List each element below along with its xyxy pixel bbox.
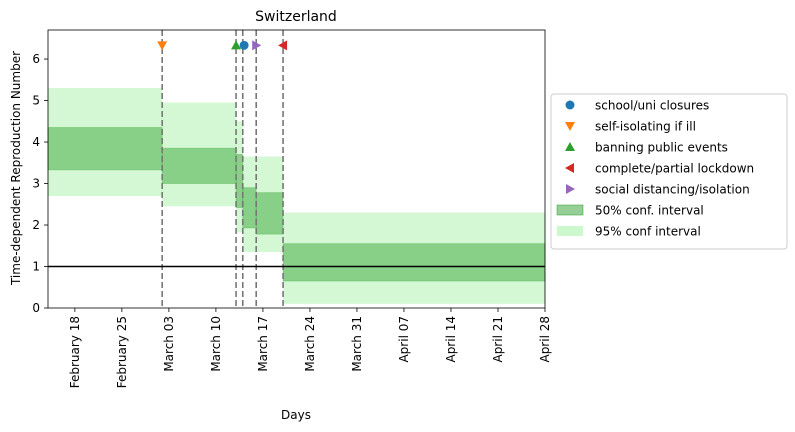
x-tick-label-8: April 14 [444, 316, 458, 363]
ci50-layer [47, 127, 546, 282]
ci95-band-5 [283, 212, 545, 304]
legend-swatch-4 [566, 184, 575, 194]
legend-swatch-1 [565, 122, 575, 131]
ci95-band-0 [48, 88, 163, 196]
ci50-band-1 [161, 147, 237, 184]
legend-label-6: 95% conf interval [595, 225, 701, 239]
ci50-band-2 [235, 154, 244, 208]
y-tick-label-2: 2 [32, 218, 40, 232]
ci95-band-1 [162, 102, 237, 207]
legend-swatch-2 [565, 142, 575, 151]
ci95-band-2 [236, 121, 243, 233]
x-tick-label-4: March 17 [256, 316, 270, 372]
intervention-marker-0 [239, 40, 249, 50]
x-tick-label-0: February 18 [68, 316, 82, 388]
y-tick-label-0: 0 [32, 301, 40, 315]
legend-swatch-5 [556, 204, 584, 216]
legend-label-1: self-isolating if ill [595, 120, 696, 134]
x-tick-label-5: March 24 [303, 316, 317, 372]
y-axis-label: Time-dependent Reproduction Number [9, 51, 23, 286]
ci50-band-5 [282, 243, 546, 282]
x-axis-ticks: February 18 February 25 March 03 March 10 Ma… [68, 308, 552, 388]
legend-label-0: school/uni closures [595, 99, 709, 113]
x-tick-label-1: February 25 [115, 316, 129, 388]
y-tick-label-1: 1 [32, 260, 40, 274]
legend: school/uni closures self-isolating if ill… [550, 93, 788, 250]
intervention-marker-3 [278, 40, 288, 51]
ci50-band-3 [242, 187, 257, 229]
intervention-marker-1 [157, 41, 168, 51]
y-axis-ticks: 0 1 2 3 4 5 6 [32, 52, 48, 315]
y-tick-label-6: 6 [32, 52, 40, 66]
ci95-layer [48, 88, 545, 304]
legend-box [550, 93, 788, 250]
legend-label-5: 50% conf. interval [595, 204, 704, 218]
ci50-band-4 [255, 192, 284, 235]
x-axis-label: Days [281, 408, 311, 422]
chart-title: Switzerland [255, 9, 337, 25]
y-tick-label-3: 3 [32, 177, 40, 191]
intervention-lines [161, 30, 284, 308]
x-tick-label-9: April 21 [491, 316, 505, 363]
legend-swatch-6 [557, 226, 583, 236]
intervention-marker-4 [252, 40, 262, 51]
ci95-band-3 [242, 156, 257, 252]
x-tick-label-10: April 28 [538, 316, 552, 363]
legend-label-4: social distancing/isolation [595, 183, 750, 197]
y-tick-label-4: 4 [32, 135, 40, 149]
intervention-marker-2 [231, 40, 242, 50]
plot-frame [47, 29, 546, 309]
intervention-markers [157, 40, 288, 51]
legend-swatch-0 [565, 100, 575, 110]
x-tick-label-2: March 03 [162, 316, 176, 372]
x-tick-label-6: March 31 [350, 316, 364, 372]
x-tick-label-3: March 10 [209, 316, 223, 372]
legend-label-3: complete/partial lockdown [595, 162, 754, 176]
y-tick-label-5: 5 [32, 94, 40, 108]
ci50-band-0 [47, 127, 163, 171]
ci95-band-4 [256, 156, 284, 252]
legend-label-2: banning public events [595, 141, 728, 155]
legend-swatch-3 [565, 163, 574, 173]
x-tick-label-7: April 07 [397, 316, 411, 363]
